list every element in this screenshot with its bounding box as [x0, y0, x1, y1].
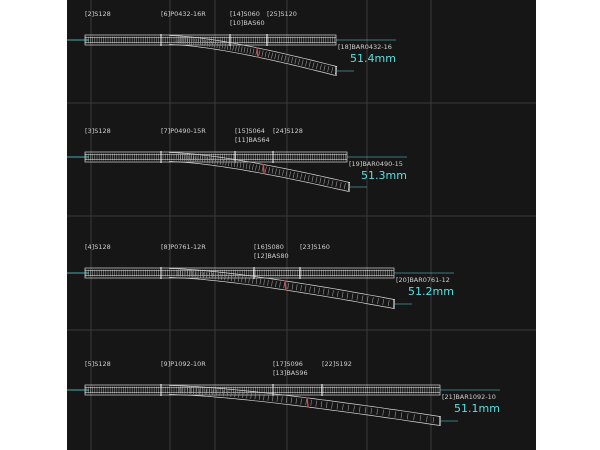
layout-row-2: [3]S128 [7]P0490-15R [15]S064[11]BAS64[24]…	[67, 127, 407, 192]
label-straight-b: [23]S160	[300, 243, 330, 251]
main-track-outline	[84, 384, 441, 396]
label-turnout: [7]P0490-15R	[161, 127, 206, 135]
distance-readout: 51.4mm	[350, 52, 396, 65]
label-turnout: [9]P1092-10R	[161, 360, 206, 368]
label-adjust: [12]BAS80	[254, 252, 289, 260]
label-adjust: [11]BAS64	[235, 136, 270, 144]
curve-outline	[168, 277, 394, 309]
curve-outline	[168, 44, 335, 76]
label-straight-b: [25]S120	[267, 10, 297, 18]
layout-row-4: [5]S128 [9]P1092-10R [17]S096[13]BAS96 [22]…	[67, 360, 500, 426]
label-straight-a: [3]S128	[85, 127, 111, 135]
label-adjust: [13]BAS96	[273, 369, 308, 377]
label-curve: [18]BAR0432-16	[338, 43, 392, 51]
label-curve: [19]BAR0490-15	[349, 160, 403, 168]
curve-outline	[168, 161, 349, 192]
main-track-outline	[84, 34, 337, 46]
curve-outline	[169, 385, 441, 417]
joint-marker	[262, 163, 265, 175]
layout-canvas[interactable]: [2]S128 [6]P0432-16R [14]S060 [10]BAS60 [25]…	[67, 0, 536, 450]
distance-readout: 51.2mm	[408, 285, 454, 298]
distance-readout: 51.3mm	[361, 169, 407, 182]
label-straight-a: [5]S128	[85, 360, 111, 368]
track-drawing: [2]S128 [6]P0432-16R [14]S060[10]BAS60[25]…	[67, 0, 536, 450]
label-straight-a: [4]S128	[85, 243, 111, 251]
curve-sleepers	[175, 154, 350, 190]
curve-outline	[168, 394, 440, 426]
joint-marker	[306, 397, 309, 408]
grid	[67, 0, 536, 450]
joint-marker	[256, 47, 259, 58]
label-curve: [20]BAR0761-12	[396, 276, 450, 284]
label-straight-a: [2]S128	[85, 10, 111, 18]
label-straight-b: [22]S192	[322, 360, 352, 368]
label-short-straight: [15]S064	[235, 127, 265, 135]
label-straight-b: [24]S128	[273, 127, 303, 135]
label-turnout: [6]P0432-16R	[161, 10, 206, 18]
distance-readout: 51.1mm	[454, 402, 500, 415]
curve-sleepers	[175, 37, 337, 74]
label-adjust: [10]BAS60	[230, 19, 265, 27]
layout-row-1: [2]S128 [6]P0432-16R [14]S060[10]BAS60[25]…	[67, 10, 396, 76]
label-short-straight: [14]S060	[230, 10, 260, 18]
curve-outline	[169, 35, 338, 67]
curve-sleepers	[178, 387, 441, 425]
label-curve: [21]BAR1092-10	[442, 393, 496, 401]
curve-outline	[169, 268, 395, 300]
label-turnout: [8]P0761-12R	[161, 243, 206, 251]
label-short-straight: [16]S080	[254, 243, 284, 251]
curve-outline	[169, 152, 351, 183]
joint-marker	[284, 280, 287, 291]
label-short-straight: [17]S096	[273, 360, 303, 368]
layout-row-3: [4]S128 [8]P0761-12R [16]S080[12]BAS80 [23]…	[67, 243, 454, 309]
curve-sleepers	[177, 270, 395, 308]
